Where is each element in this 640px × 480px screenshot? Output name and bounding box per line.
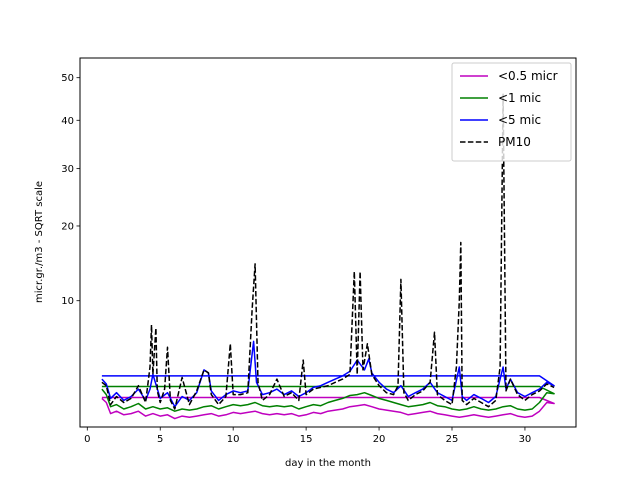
x-tick-label: 5 [157,434,163,445]
legend: <0.5 micr <1 mic <5 mic PM10 [451,62,572,162]
series-line-2 [101,385,555,412]
legend-box [451,62,572,162]
x-tick-label: 15 [300,434,313,445]
x-tick-label: 10 [227,434,240,445]
legend-label: <0.5 micr [498,69,558,83]
x-axis-ticks: 0 5 10 15 20 25 30 [84,427,531,445]
x-tick-label: 30 [519,434,532,445]
x-tick-label: 25 [446,434,459,445]
y-tick-label: 40 [61,116,74,127]
x-axis-label: day in the month [285,458,371,469]
legend-label: <1 mic [498,91,541,105]
series-line-1 [101,396,555,420]
y-tick-label: 10 [61,296,74,307]
y-tick-label: 50 [61,73,74,84]
legend-label: PM10 [498,135,531,149]
y-axis-label: micr.gr./m3 - SQRT scale [34,181,45,303]
series-line-4 [101,93,555,410]
series-line-3 [101,340,555,408]
y-axis-ticks: 10 20 30 40 50 [61,73,80,307]
y-tick-label: 20 [61,221,74,232]
x-tick-label: 0 [84,434,90,445]
y-tick-label: 30 [61,164,74,175]
plot-frame [79,57,577,428]
legend-label: <5 mic [498,113,541,127]
x-tick-label: 20 [373,434,386,445]
series-layer [101,93,555,420]
